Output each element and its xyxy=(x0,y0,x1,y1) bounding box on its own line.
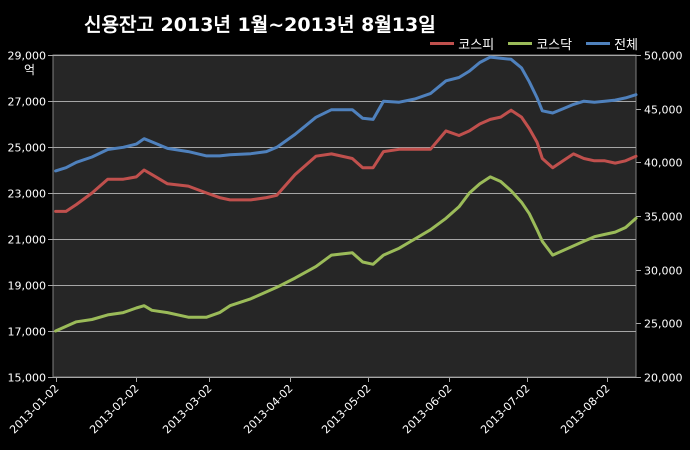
legend: 코스피 코스닥 전체 xyxy=(430,34,638,53)
y-right-tick-label-0: 20,000 xyxy=(644,372,683,385)
y-left-tick-label-1: 17,000 xyxy=(8,326,47,339)
y-left-tick-label-0: 15,000 xyxy=(8,372,47,385)
y-left-tick-label-6: 27,000 xyxy=(8,96,47,109)
x-tick-label-6: 2013-07-02 xyxy=(478,382,532,436)
legend-label-kospi: 코스피 xyxy=(458,38,495,53)
series-line-1 xyxy=(54,175,638,333)
y-right-tick-label-5: 45,000 xyxy=(644,104,683,117)
series-line-0 xyxy=(54,108,638,213)
legend-swatch-kospi xyxy=(430,42,455,45)
y-left-tick-label-5: 25,000 xyxy=(8,142,47,155)
y-right-tick-label-4: 40,000 xyxy=(644,157,683,170)
y-right-tick-label-6: 50,000 xyxy=(644,50,683,63)
legend-item-total: 전체 xyxy=(586,34,638,53)
x-tick-label-7: 2013-08-02 xyxy=(558,382,612,436)
chart-title: 신용잔고 2013년 1월~2013년 8월13일 xyxy=(84,14,436,36)
legend-label-total: 전체 xyxy=(614,38,638,53)
x-tick-label-1: 2013-02-02 xyxy=(87,382,141,436)
y-left-tick-label-3: 21,000 xyxy=(8,234,47,247)
plot-area xyxy=(52,54,637,378)
legend-item-kospi: 코스피 xyxy=(430,34,494,53)
x-tick-label-4: 2013-05-02 xyxy=(319,382,373,436)
legend-swatch-kosdaq xyxy=(508,42,533,45)
y-left-tick-label-2: 19,000 xyxy=(8,280,47,293)
y-right-tick-label-2: 30,000 xyxy=(644,265,683,278)
x-tick-label-0: 2013-01-02 xyxy=(7,382,61,436)
x-tick-label-5: 2013-06-02 xyxy=(400,382,454,436)
y-right-tick-label-3: 35,000 xyxy=(644,211,683,224)
y-left-tick-label-4: 23,000 xyxy=(8,188,47,201)
legend-swatch-total xyxy=(586,42,611,45)
y-left-unit-label: 억 xyxy=(24,63,36,77)
y-left-tick-label-7: 29,000 xyxy=(8,50,47,63)
x-tick-label-3: 2013-04-02 xyxy=(241,382,295,436)
legend-item-kosdaq: 코스닥 xyxy=(508,34,572,53)
series-line-2 xyxy=(54,55,638,173)
x-tick-label-2: 2013-03-02 xyxy=(160,382,214,436)
y-right-tick-label-1: 25,000 xyxy=(644,318,683,331)
legend-label-kosdaq: 코스닥 xyxy=(536,38,573,53)
